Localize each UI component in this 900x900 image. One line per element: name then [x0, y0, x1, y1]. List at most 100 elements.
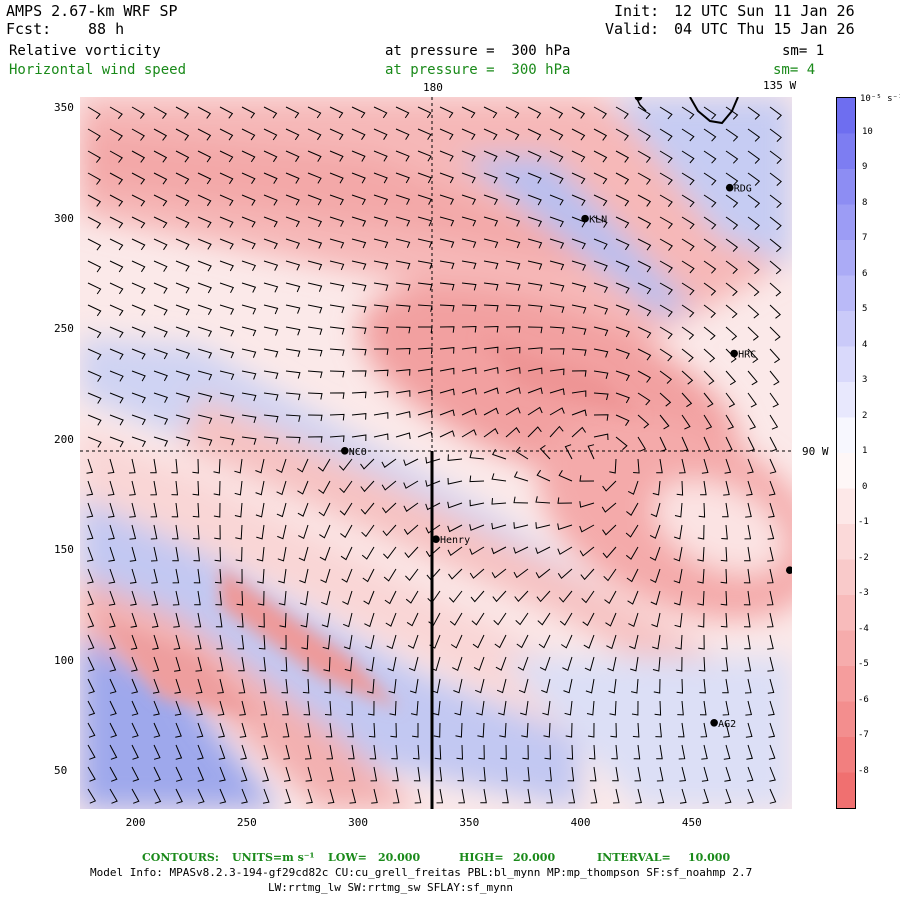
- wind-barb: [307, 150, 322, 162]
- wind-barb: [659, 260, 673, 273]
- wind-barb: [744, 524, 752, 540]
- wind-barb: [567, 766, 575, 782]
- wind-barb: [373, 304, 389, 313]
- station-marker[interactable]: [340, 446, 349, 455]
- colorbar-label: 8: [862, 197, 868, 208]
- wind-barb: [637, 282, 652, 295]
- stations-layer: KLN RDG HRC NCO Henry AG2: [340, 93, 794, 730]
- station-marker[interactable]: [581, 214, 589, 223]
- model-info: Model Info: MPASv8.2.3-194-gf29cd82c CU:…: [90, 866, 753, 879]
- wind-barb: [241, 414, 257, 424]
- wind-barb: [87, 238, 102, 251]
- wind-barb: [649, 524, 661, 539]
- wind-barb: [703, 414, 713, 430]
- wind-barb: [720, 568, 728, 584]
- wind-barb: [153, 370, 168, 382]
- wind-barb: [461, 172, 476, 184]
- wind-barb: [557, 523, 573, 531]
- wind-barb: [681, 414, 691, 430]
- wind-barb: [256, 524, 265, 540]
- wind-barb: [681, 260, 695, 274]
- wind-barb: [769, 788, 777, 804]
- wind-barb: [557, 546, 573, 555]
- wind-barb: [768, 722, 776, 738]
- wind-barb: [341, 568, 353, 583]
- wind-barb: [681, 392, 693, 408]
- wind-barb: [175, 392, 191, 403]
- colorbar-segment: [837, 346, 855, 383]
- colorbar-units: 10⁻⁵ s⁻¹: [860, 94, 900, 104]
- wind-barb: [527, 304, 543, 313]
- wind-barb: [329, 392, 345, 399]
- wind-barb: [579, 475, 595, 482]
- wind-barb: [681, 326, 695, 340]
- wind-barb: [86, 524, 94, 540]
- wind-barb: [87, 106, 101, 120]
- wind-barb: [631, 700, 639, 716]
- wind-barb: [395, 411, 411, 418]
- wind-barb: [360, 502, 375, 515]
- wind-barb: [371, 788, 378, 804]
- wind-barb: [766, 590, 774, 606]
- wind-barb: [744, 656, 752, 672]
- wind-barb: [216, 634, 223, 650]
- wind-barb: [593, 282, 609, 293]
- wind-barb: [571, 370, 587, 377]
- station-marker[interactable]: [785, 566, 794, 574]
- wind-barb: [193, 524, 200, 540]
- wind-barb: [700, 480, 707, 496]
- wind-barb: [171, 502, 179, 518]
- wind-barb: [175, 766, 183, 782]
- wind-barb: [322, 634, 331, 650]
- wind-barb: [87, 150, 101, 163]
- wind-barb: [197, 348, 213, 359]
- wind-barb: [581, 590, 595, 604]
- wind-barb: [539, 656, 551, 671]
- wind-barb: [545, 766, 552, 782]
- station-marker[interactable]: [710, 718, 718, 727]
- wind-barb: [454, 700, 463, 716]
- wind-barb: [403, 524, 419, 535]
- station-marker[interactable]: [730, 349, 738, 358]
- wind-barb: [745, 700, 753, 716]
- station-marker[interactable]: [725, 183, 734, 192]
- wind-barb: [344, 656, 353, 672]
- wind-barb: [469, 524, 485, 531]
- wind-barb: [197, 414, 213, 424]
- low-value: 20.000: [378, 851, 421, 864]
- interval-label: INTERVAL=: [597, 851, 671, 864]
- wind-barb: [261, 744, 269, 760]
- wind-barb: [175, 414, 191, 425]
- wind-barb: [479, 766, 486, 782]
- wind-barb: [255, 458, 265, 474]
- wind-barb: [194, 612, 202, 628]
- wind-barb: [366, 656, 375, 672]
- wind-barb: [491, 522, 507, 530]
- wind-barb: [745, 722, 753, 738]
- station-marker[interactable]: [432, 535, 440, 544]
- wind-barb: [87, 436, 102, 448]
- wind-barb: [527, 238, 543, 249]
- wind-barb: [197, 766, 205, 782]
- wind-barb: [456, 744, 464, 760]
- wind-barb: [297, 502, 309, 517]
- wind-barb: [234, 502, 243, 518]
- y-tick-label: 300: [54, 211, 74, 225]
- wind-barb: [743, 568, 751, 584]
- wind-barb: [213, 480, 221, 496]
- wind-barb: [153, 260, 168, 272]
- wind-barb: [373, 216, 389, 227]
- wind-barb: [561, 634, 573, 649]
- wind-barb: [87, 722, 96, 738]
- map-panel[interactable]: KLN RDG HRC NCO Henry AG2: [80, 93, 822, 809]
- wind-barb: [549, 304, 565, 313]
- wind-barb: [681, 238, 695, 252]
- wind-barb: [383, 546, 397, 559]
- wind-barb: [175, 436, 191, 447]
- wind-barb: [386, 634, 397, 650]
- wind-barb: [388, 678, 397, 694]
- wind-barb: [747, 392, 757, 408]
- wind-barb: [351, 128, 366, 140]
- wind-barb: [673, 524, 683, 540]
- wind-barb: [589, 766, 597, 782]
